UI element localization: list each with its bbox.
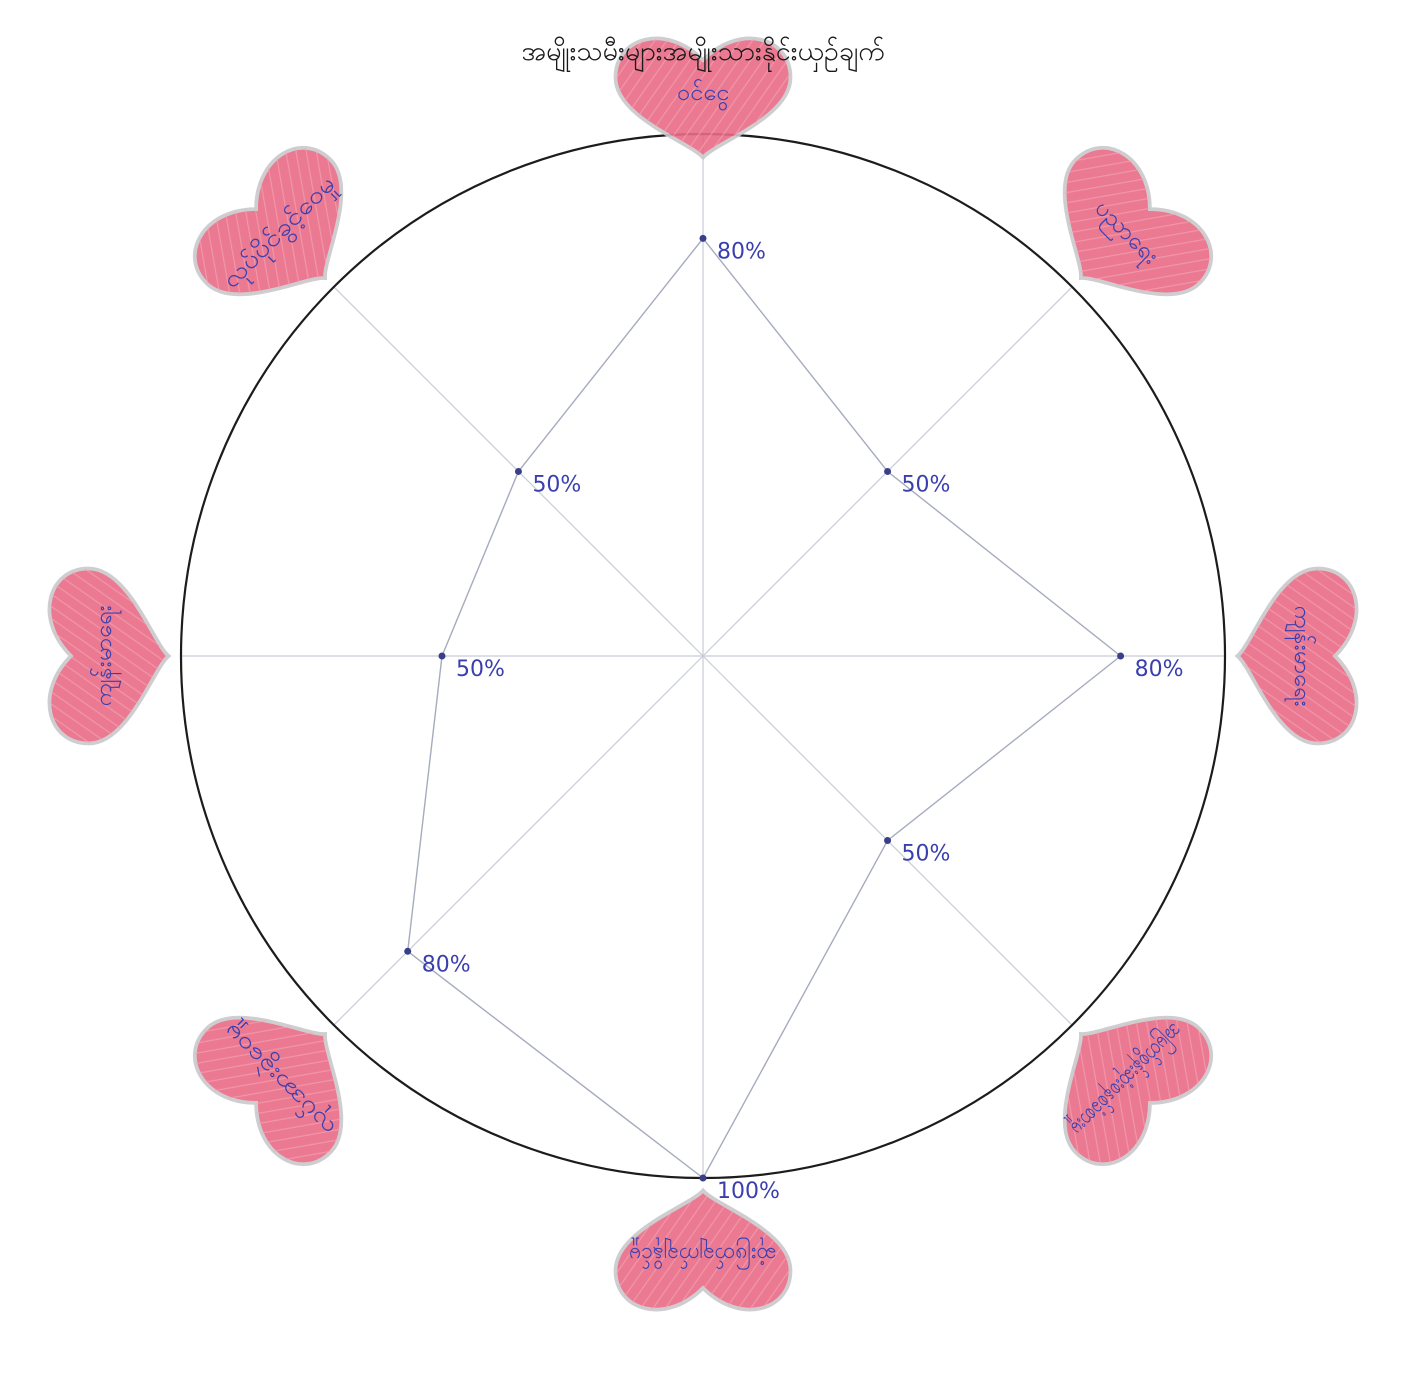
polygon-edge-3 (702, 840, 889, 1179)
data-polygon (407, 237, 1122, 1179)
polygon-edge-1 (887, 470, 1122, 657)
value-label-2: 80% (1135, 657, 1184, 682)
spoke-5 (333, 655, 704, 1026)
category-hearts: ဝင်ငွေပညာရေးကျန်းမာရေးအမြတ်စွန်းဆုံးစနစ်… (47, 36, 1359, 1312)
data-point-1 (884, 467, 892, 475)
value-label-4: 100% (717, 1179, 780, 1204)
category-label-2: ကျန်းမာရေး (1284, 605, 1318, 706)
category-label-6: ကျန်းမာရေး (88, 605, 122, 706)
data-point-0 (699, 234, 707, 242)
data-point-5 (404, 947, 412, 955)
heart-hatch-3 (1064, 1017, 1212, 1165)
polygon-edge-7 (517, 237, 704, 472)
category-label-4: ဆုံးဖြတ်ချက်ချနိုင်မှု (629, 1237, 777, 1272)
polygon-edge-5 (407, 655, 443, 952)
polygon-edge-4 (407, 950, 704, 1179)
heart-hatch-7 (194, 147, 342, 295)
data-point-4 (699, 1174, 707, 1182)
data-points: 80% 50% 80% 50% 100% 80% 50% 50% (404, 234, 1184, 1204)
heart-hatch-2 (1237, 568, 1357, 744)
heart-6: ကျန်းမာရေး (47, 566, 172, 746)
heart-3: အမြတ်စွန်းဆုံးစနစ်ခံစားမှု (1061, 1014, 1214, 1167)
value-label-6: 50% (456, 657, 505, 682)
value-label-0: 80% (717, 239, 766, 264)
chart-title: အမျိုးသမီးများအမျိုးသားနိုင်းယှဉ်ချက် (521, 36, 885, 67)
polygon-edge-0 (702, 237, 889, 472)
polygon-edge-2 (887, 655, 1122, 842)
heart-4: ဆုံးဖြတ်ချက်ချနိုင်မှု (613, 1187, 793, 1312)
heart-7: လုပ်ပိုင်ခွင့်ဝေမှု (192, 145, 345, 298)
heart-hatch-0 (615, 38, 791, 158)
heart-2: ကျန်းမာရေး (1234, 566, 1359, 746)
data-point-7 (514, 467, 522, 475)
data-point-2 (1117, 652, 1125, 660)
heart-hatch-1 (1064, 147, 1212, 295)
heart-hatch-5 (194, 1017, 342, 1165)
heart-hatch-6 (49, 568, 169, 744)
data-point-3 (884, 837, 892, 845)
data-point-6 (438, 652, 446, 660)
value-label-5: 80% (422, 952, 471, 977)
value-label-1: 50% (902, 472, 951, 497)
heart-hatch-4 (615, 1190, 791, 1310)
heart-0: ဝင်ငွေ (613, 36, 793, 161)
value-label-7: 50% (532, 472, 581, 497)
polygon-edge-6 (441, 471, 520, 657)
value-label-3: 50% (902, 842, 951, 867)
heart-5: လုပ်အားခွဲဝေမှု (192, 1014, 345, 1167)
spokes-layer (181, 134, 1225, 1178)
